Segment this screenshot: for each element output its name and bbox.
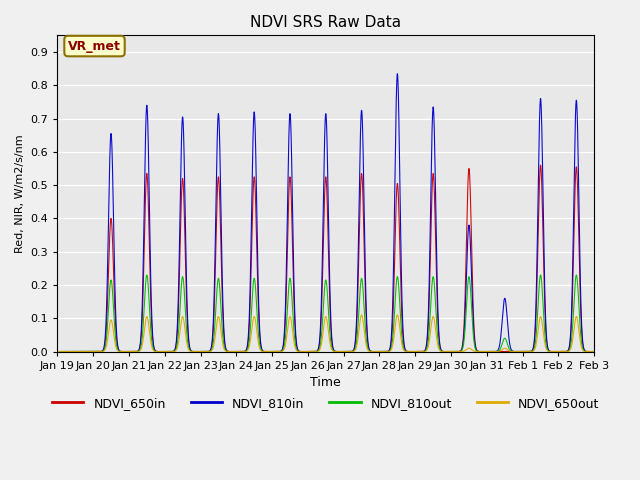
Text: VR_met: VR_met: [68, 39, 121, 53]
Legend: NDVI_650in, NDVI_810in, NDVI_810out, NDVI_650out: NDVI_650in, NDVI_810in, NDVI_810out, NDV…: [47, 392, 605, 415]
Y-axis label: Red, NIR, W/m2/s/nm: Red, NIR, W/m2/s/nm: [15, 134, 25, 253]
Title: NDVI SRS Raw Data: NDVI SRS Raw Data: [250, 15, 401, 30]
X-axis label: Time: Time: [310, 376, 341, 389]
